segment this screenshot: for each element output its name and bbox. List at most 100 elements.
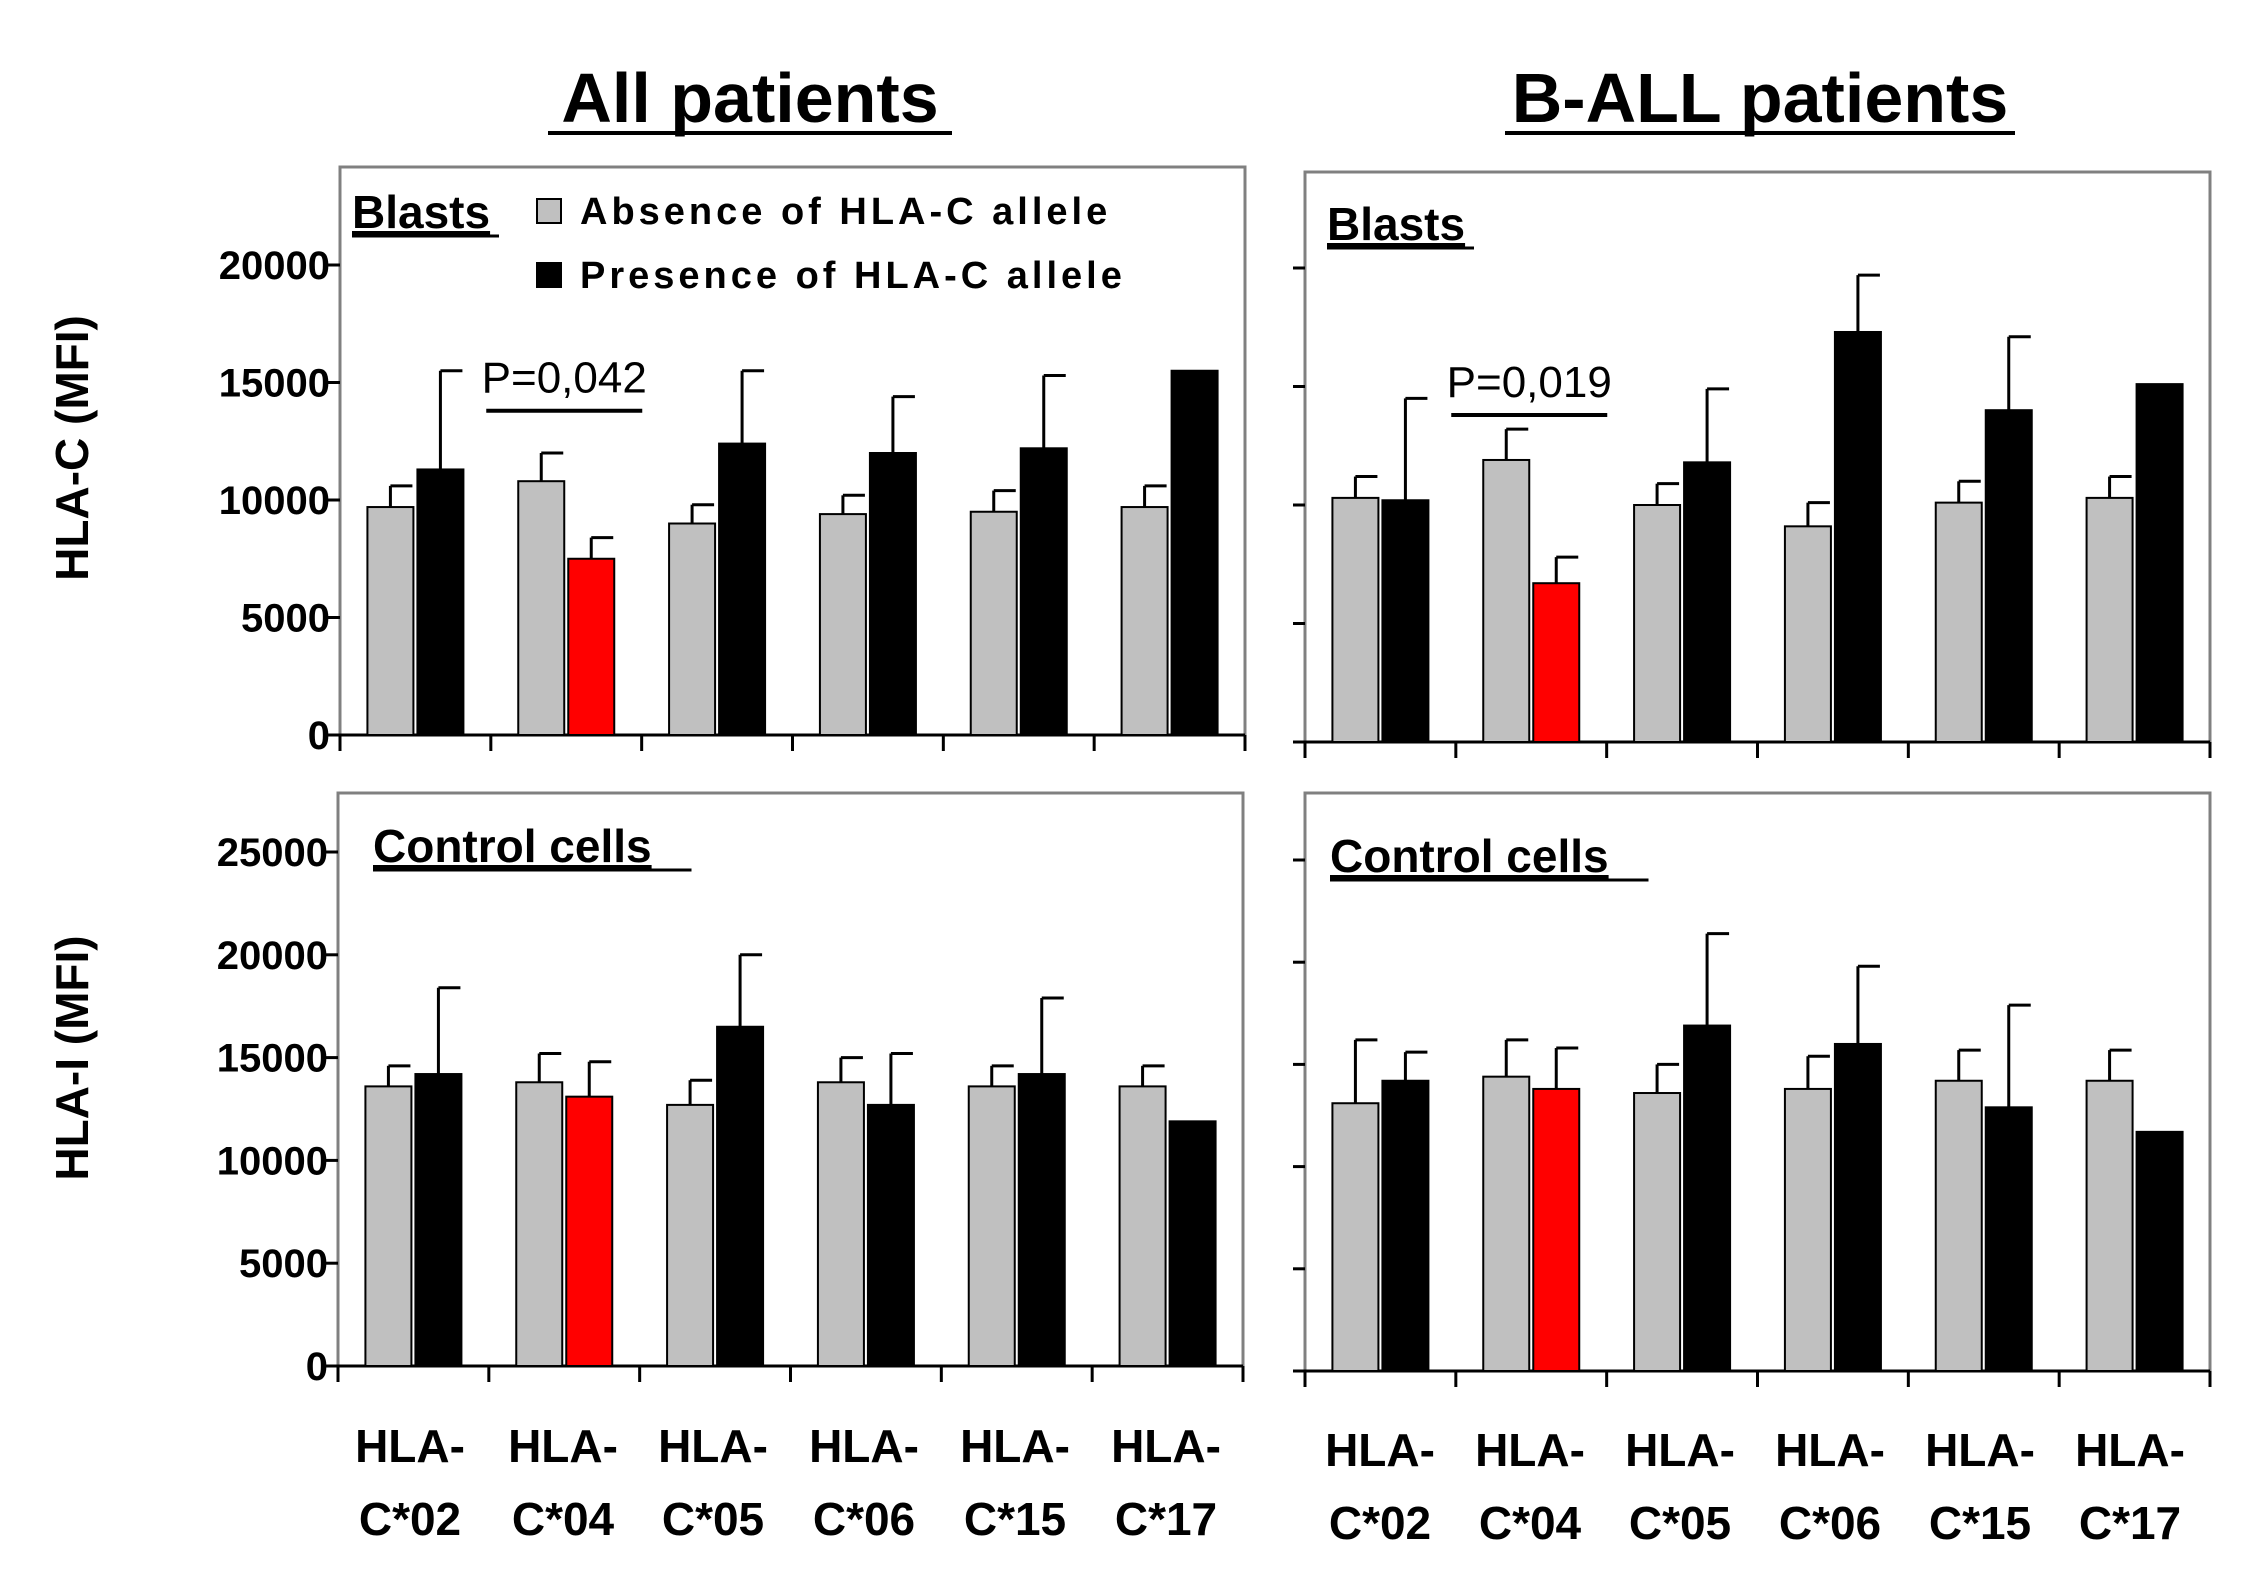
bar-presence [868,452,917,736]
x-category-label: HLA- [1111,1420,1221,1472]
x-category-label: C*04 [512,1493,615,1545]
bar-presence [716,1025,765,1367]
y-tick-label: 15000 [219,362,330,406]
x-category-label: HLA- [960,1420,1070,1472]
bar-absence [1783,1087,1832,1372]
x-category-label: HLA- [1475,1424,1585,1476]
bar-presence [2135,383,2184,743]
x-category-label: C*04 [1479,1497,1582,1549]
bar-presence [1170,369,1219,736]
x-category-label: HLA- [355,1420,465,1472]
chart-panel: 0 5000 10000 15000 20000 Blasts P=0,042 [219,165,1247,758]
chart-panel: Blasts P=0,019 [1293,170,2212,758]
bar-absence [969,510,1018,736]
bar-absence [1633,504,1682,743]
bar-presence [1683,1024,1732,1372]
p-value-label: P=0,019 [1447,358,1612,407]
bar-absence [1118,1085,1167,1368]
x-category-label: HLA- [1625,1424,1735,1476]
y-tick-label: 20000 [219,244,330,288]
panel-frame [336,791,1245,1366]
x-category-label: HLA- [1325,1424,1435,1476]
bar-absence [1120,506,1169,736]
bar-absence [967,1085,1016,1368]
bar-absence [666,1103,715,1367]
column-title-ball-patients: B-ALL patients [1512,59,2009,137]
panel-frame [1303,170,2212,742]
bar-presence [1984,1106,2033,1372]
bar-absence [366,506,415,736]
column-title-all-patients: All patients [561,59,938,137]
y-tick-label: 10000 [219,479,330,523]
bar-presence [1381,1079,1430,1372]
x-category-label: HLA- [508,1420,618,1472]
y-tick-label: 25000 [217,831,328,875]
x-category-label: HLA- [2075,1424,2185,1476]
x-category-label: C*17 [1115,1493,1217,1545]
x-category-label: C*05 [662,1493,764,1545]
bar-absence [517,480,566,737]
x-category-label: HLA- [809,1420,919,1472]
y-tick-label: 0 [308,714,330,758]
bar-absence [515,1081,564,1367]
bar-presence [1168,1120,1217,1368]
panel-frame [1303,791,2212,1371]
bar-absence [1331,1102,1380,1372]
bar-presence [565,1095,614,1367]
x-category-label: C*17 [2079,1497,2181,1549]
bar-absence [1482,1075,1531,1372]
bar-absence [818,513,867,736]
bar-absence [1633,1092,1682,1372]
x-category-label: C*02 [359,1493,461,1545]
bar-presence [1381,499,1430,744]
bar-presence [1019,447,1068,736]
y-tick-label: 0 [306,1345,328,1389]
legend-swatch-presence [536,262,562,288]
bar-presence [1833,330,1882,743]
bar-absence [1783,525,1832,744]
chart-panel: 0 5000 10000 15000 20000 25000 Control cells [217,791,1245,1389]
y-tick-label: 20000 [217,934,328,978]
bar-presence [1532,1087,1581,1372]
bar-absence [816,1081,865,1367]
panel-title: Blasts [1327,198,1465,250]
bar-presence [2135,1130,2184,1373]
y-axis-label-hla-c: HLA-C (MFI) [46,315,98,581]
bar-presence [1833,1042,1882,1372]
bar-presence [567,557,616,736]
bar-absence [2085,1079,2134,1372]
y-tick-label: 5000 [241,597,330,641]
x-category-label: HLA- [658,1420,768,1472]
bar-presence [414,1073,463,1367]
panel-title: Blasts [352,186,490,238]
x-category-label: C*06 [1779,1497,1881,1549]
legend-label-presence: Presence of HLA-C allele [580,255,1126,297]
x-category-label: HLA- [1775,1424,1885,1476]
bar-absence [1934,1079,1983,1372]
bar-presence [1683,461,1732,743]
bar-absence [2085,496,2134,744]
y-tick-label: 10000 [217,1139,328,1183]
x-category-label: HLA- [1925,1424,2035,1476]
bar-presence [718,442,767,736]
p-value-label: P=0,042 [482,354,647,403]
x-category-label: C*06 [813,1493,915,1545]
x-category-labels-right: HLA- C*02 HLA- C*04 HLA- C*05 HLA- C*06 … [1325,1424,2185,1549]
panel-title: Control cells [1330,830,1609,882]
y-tick-label: 5000 [239,1242,328,1286]
bar-absence [668,522,717,736]
bar-absence [1934,501,1983,743]
bar-absence [1482,458,1531,743]
legend-swatch-absence [536,198,562,224]
x-category-label: C*05 [1629,1497,1731,1549]
bar-presence [1984,409,2033,743]
x-category-labels-left: HLA- C*02 HLA- C*04 HLA- C*05 HLA- C*06 … [355,1420,1221,1545]
y-axis-label-hla-i: HLA-I (MFI) [46,935,98,1180]
panel-title: Control cells [373,820,652,872]
bar-absence [364,1085,413,1368]
x-category-label: C*15 [964,1493,1066,1545]
x-category-label: C*02 [1329,1497,1431,1549]
panel-frame [338,165,1247,735]
x-category-label: C*15 [1929,1497,2031,1549]
